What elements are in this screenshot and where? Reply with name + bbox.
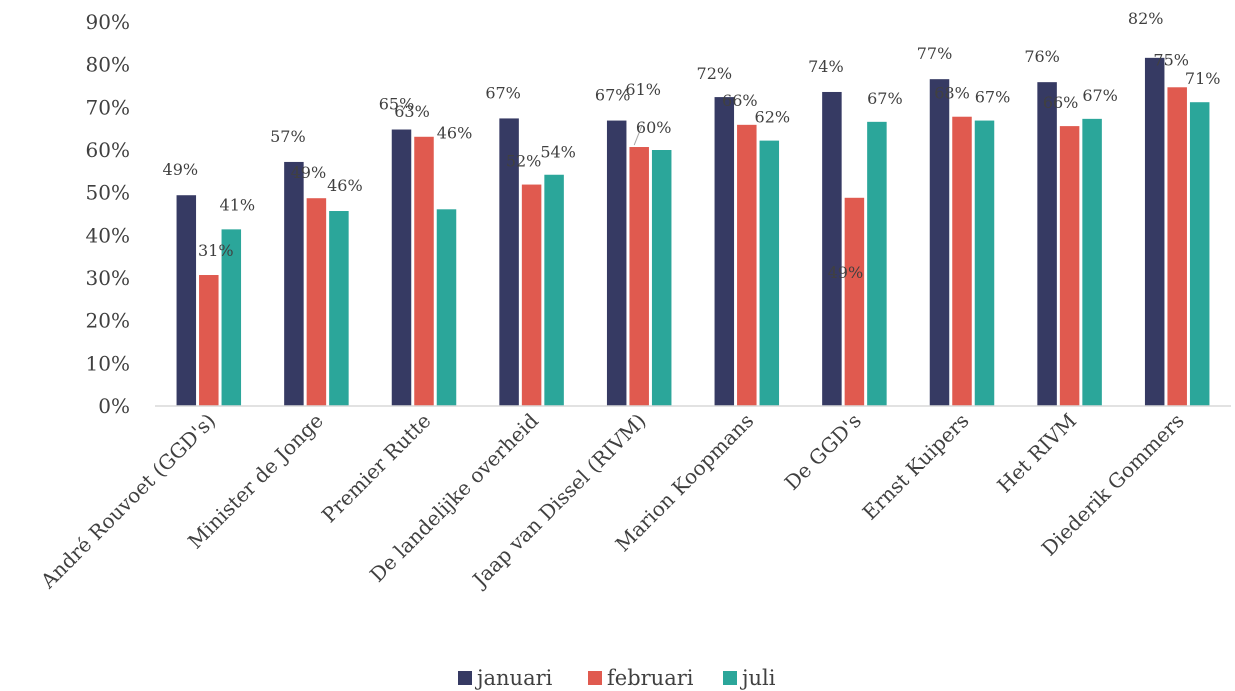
bar-januari [929, 79, 950, 406]
data-label-februari: 49% [291, 163, 327, 182]
bar-juli [1189, 102, 1210, 407]
data-label-januari: 65% [379, 95, 415, 114]
bar-februari [844, 197, 865, 406]
bar-januari [714, 97, 735, 407]
y-tick-label: 70% [86, 95, 130, 119]
legend-label-januari: januari [474, 666, 553, 690]
bar-februari [414, 136, 434, 407]
category-label: De GGD's [780, 409, 866, 495]
data-label-februari: 66% [1043, 93, 1079, 112]
bar-januari [1037, 82, 1057, 406]
data-label-juli: 67% [1082, 86, 1118, 105]
data-label-januari: 76% [1024, 47, 1060, 66]
data-label-juli: 60% [636, 118, 672, 137]
data-label-januari: 82% [1128, 9, 1164, 28]
bars [176, 57, 1210, 407]
y-tick-label: 60% [86, 138, 130, 162]
data-label-januari: 74% [808, 57, 844, 76]
bar-februari [952, 116, 972, 406]
bar-juli [1082, 118, 1102, 406]
bar-juli [544, 174, 564, 406]
data-label-februari: 49% [828, 263, 864, 282]
y-tick-label: 30% [86, 266, 130, 290]
data-label-februari: 68% [934, 84, 970, 103]
data-label-januari: 67% [595, 86, 631, 105]
data-label-februari: 75% [1153, 50, 1189, 69]
bar-juli [436, 209, 457, 406]
y-tick-label: 50% [86, 181, 130, 205]
data-label-februari: 61% [625, 80, 661, 99]
category-label: Het RIVM [992, 409, 1081, 498]
bar-februari [521, 184, 542, 406]
bar-januari [1144, 57, 1165, 407]
legend-label-juli: juli [739, 666, 776, 690]
y-tick-label: 40% [86, 223, 130, 247]
data-label-juli: 62% [755, 108, 791, 127]
y-tick-label: 20% [86, 309, 130, 333]
legend-swatch-februari [588, 671, 602, 685]
data-label-januari: 49% [163, 160, 199, 179]
data-label-januari: 77% [917, 44, 953, 63]
bar-juli [329, 211, 349, 406]
y-tick-label: 90% [86, 10, 130, 34]
data-label-februari: 63% [394, 102, 430, 121]
bar-februari [199, 275, 219, 406]
category-label: Jaap van Dissel (RIVM) [467, 409, 651, 593]
data-label-juli: 67% [975, 88, 1011, 107]
data-labels: 49%31%41%57%49%46%65%63%46%67%52%54%67%6… [163, 9, 1221, 282]
data-label-februari: 52% [506, 152, 542, 171]
y-tick-label: 10% [86, 351, 130, 375]
data-label-februari: 66% [722, 91, 758, 110]
bar-juli [974, 120, 995, 406]
category-label: Premier Rutte [317, 409, 436, 528]
bar-juli [867, 121, 887, 406]
bar-januari [606, 120, 627, 406]
legend-swatch-januari [458, 671, 472, 685]
bar-februari [306, 198, 327, 406]
bar-januari [499, 118, 519, 406]
y-axis: 0% 10% 20% 30% 40% 50% 60% 70% 80% 90% [86, 10, 130, 418]
data-label-januari: 67% [485, 83, 521, 102]
y-tick-label: 80% [86, 53, 130, 77]
data-label-juli: 71% [1185, 69, 1221, 88]
legend: januari februari juli [458, 666, 776, 690]
bar-februari [1167, 87, 1187, 406]
leader-line [633, 124, 643, 146]
data-label-juli: 41% [220, 195, 256, 214]
bar-januari [176, 195, 197, 406]
data-label-juli: 54% [540, 143, 576, 162]
bar-februari [629, 147, 649, 406]
bar-juli [759, 140, 780, 406]
data-label-januari: 72% [697, 64, 733, 83]
category-label: Ernst Kuipers [858, 409, 974, 525]
bar-januari [284, 161, 304, 406]
x-axis: André Rouvoet (GGD's)Minister de JongePr… [35, 408, 1189, 593]
data-label-juli: 67% [867, 89, 903, 108]
data-label-juli: 46% [327, 176, 363, 195]
bar-februari [1059, 126, 1080, 407]
data-label-februari: 31% [198, 241, 234, 260]
category-label: André Rouvoet (GGD's) [35, 409, 220, 594]
data-label-januari: 57% [270, 127, 306, 146]
leader-lines [633, 124, 643, 146]
bar-juli [651, 150, 672, 406]
data-label-juli: 46% [437, 123, 473, 142]
legend-label-februari: februari [607, 666, 694, 690]
bar-januari [391, 129, 412, 406]
bar-februari [737, 124, 757, 407]
legend-swatch-juli [723, 671, 737, 685]
bar-januari [822, 91, 842, 407]
bar-juli [221, 229, 242, 406]
y-tick-label: 0% [98, 394, 130, 418]
